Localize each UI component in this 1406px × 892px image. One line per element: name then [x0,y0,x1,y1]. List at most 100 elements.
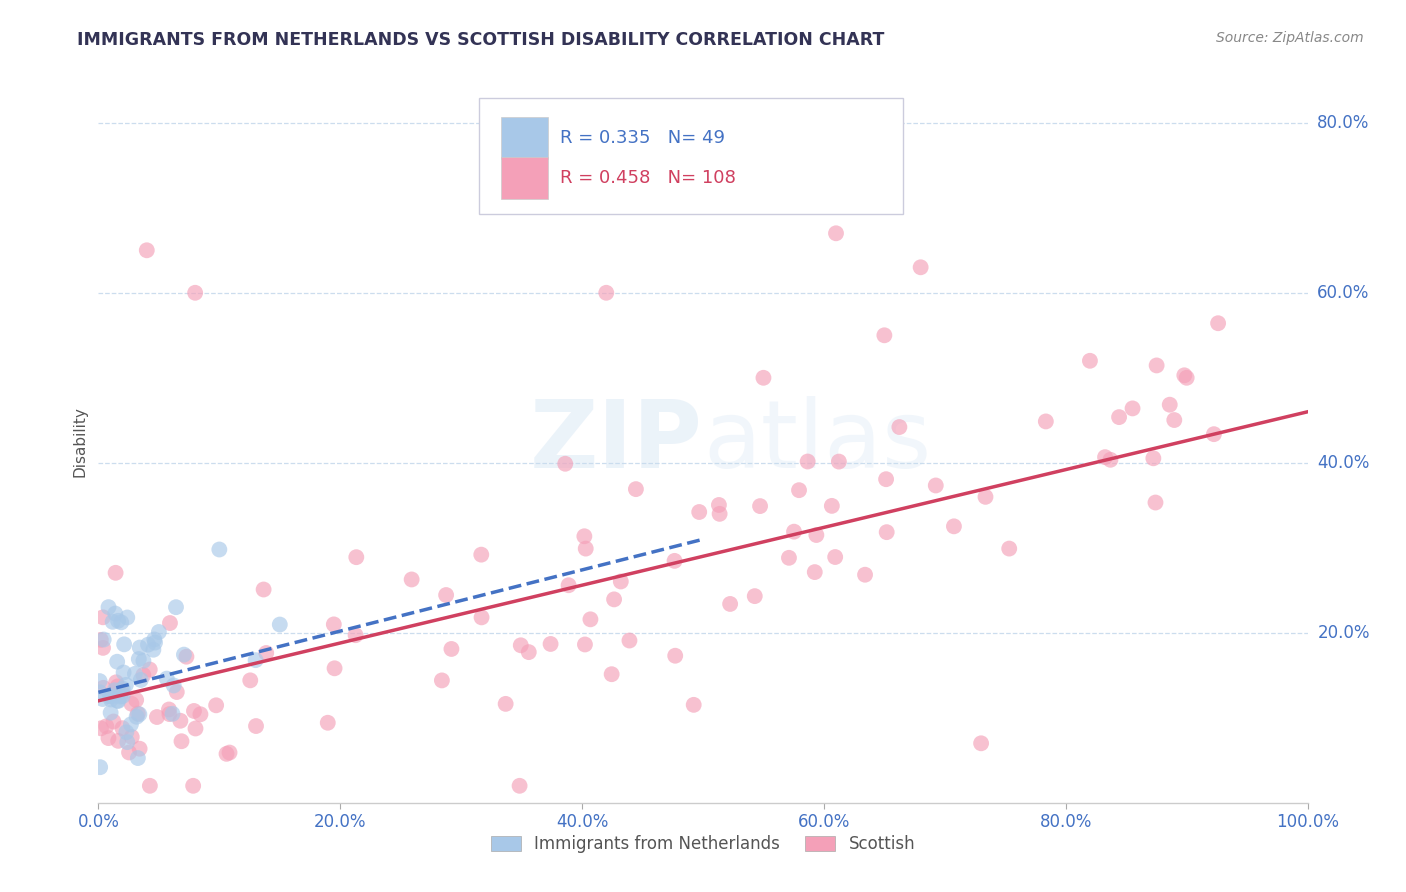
Point [184,285,207,300]
Point [853,567,876,582]
Point [778,550,800,565]
Point [316,715,339,730]
Point [682,698,704,712]
Text: 40.0%: 40.0% [1317,454,1369,472]
Point [344,550,367,565]
Point [110,690,132,704]
Point [173,648,195,662]
Point [103,714,125,729]
Point [112,665,135,680]
Point [132,654,155,668]
Point [554,457,576,471]
Point [245,653,267,667]
Point [128,741,150,756]
Point [803,565,825,579]
Point [110,615,132,630]
Point [128,707,150,722]
Point [752,371,775,385]
Point [101,615,124,629]
Legend: Immigrants from Netherlands, Scottish: Immigrants from Netherlands, Scottish [484,828,922,860]
Point [127,706,149,721]
Point [828,454,851,468]
Point [688,505,710,519]
Point [664,648,686,663]
Point [135,244,157,258]
Point [89,674,111,689]
Point [111,721,134,735]
Point [159,615,181,630]
Point [471,610,494,624]
Point [970,736,993,750]
Point [111,681,134,696]
Point [344,628,367,642]
Point [104,607,127,621]
Text: atlas: atlas [703,395,931,488]
Point [610,574,633,589]
FancyBboxPatch shape [479,98,903,214]
Point [709,507,731,521]
Point [107,679,129,693]
Point [89,685,111,699]
Point [142,642,165,657]
Y-axis label: Disability: Disability [72,406,87,477]
Point [322,617,344,632]
Point [98,689,121,703]
Point [744,589,766,603]
Point [190,707,212,722]
Point [509,779,531,793]
Point [125,710,148,724]
Point [170,734,193,748]
Point [873,328,896,343]
Point [1159,398,1181,412]
Point [269,617,291,632]
Point [470,548,492,562]
Point [120,717,142,731]
Point [125,693,148,707]
Point [146,710,169,724]
Point [595,285,617,300]
Point [183,704,205,718]
Text: 60.0%: 60.0% [1317,284,1369,301]
Point [1142,451,1164,466]
Point [115,678,138,692]
FancyBboxPatch shape [501,117,548,160]
Point [619,633,641,648]
Point [112,637,135,651]
Point [93,632,115,647]
Point [876,525,898,540]
Point [998,541,1021,556]
Point [574,638,596,652]
Point [205,698,228,713]
Point [252,582,274,597]
Point [169,714,191,728]
Point [120,697,142,711]
Point [132,668,155,682]
Point [111,689,134,703]
Point [579,612,602,626]
Point [575,541,598,556]
Point [138,663,160,677]
Point [557,578,579,592]
Point [574,529,596,543]
Point [90,721,112,735]
Point [98,690,121,704]
Point [440,642,463,657]
Point [239,673,262,688]
Point [974,490,997,504]
Point [1144,495,1167,509]
Point [89,760,111,774]
Point [1175,371,1198,385]
Point [162,706,184,721]
Point [910,260,932,275]
Point [184,722,207,736]
Point [100,706,122,720]
Text: 20.0%: 20.0% [1317,624,1369,642]
Text: ZIP: ZIP [530,395,703,488]
Point [401,573,423,587]
Point [129,673,152,687]
Point [157,707,180,722]
Point [156,672,179,686]
Point [136,638,159,652]
Point [875,472,897,486]
Point [1206,316,1229,330]
